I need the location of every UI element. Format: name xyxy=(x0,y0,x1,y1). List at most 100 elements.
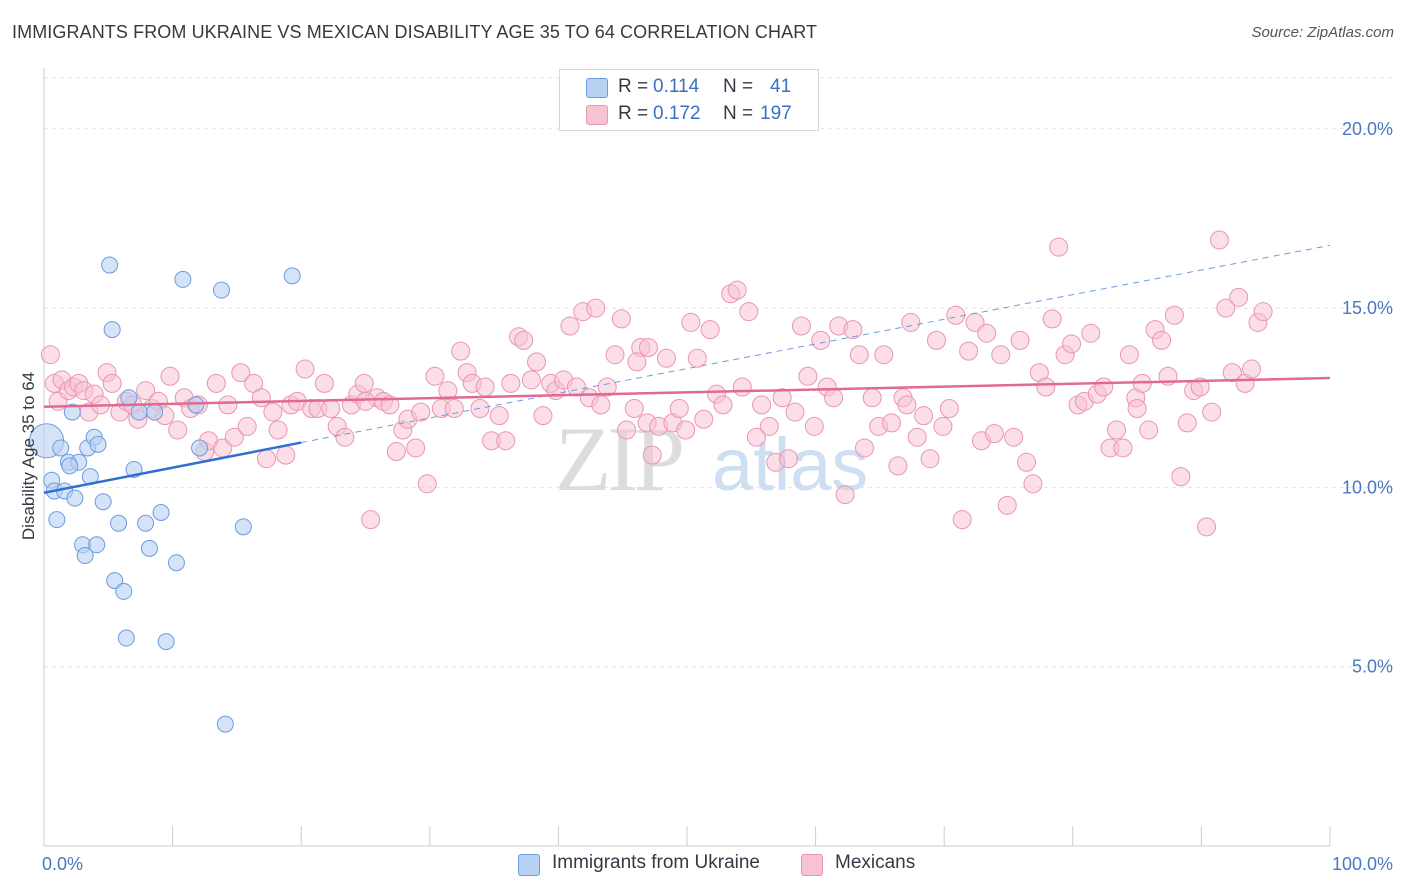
data-point-mexicans xyxy=(901,312,921,332)
data-point-mexicans xyxy=(862,388,882,408)
data-point-mexicans xyxy=(727,280,747,300)
data-point-mexicans xyxy=(984,424,1004,444)
data-point-mexicans xyxy=(417,474,437,494)
x-tick-label: 100.0% xyxy=(1332,854,1393,874)
y-tick-label: 20.0% xyxy=(1342,119,1393,139)
data-point-ukraine xyxy=(88,536,106,554)
data-point-ukraine xyxy=(216,715,234,733)
legend-n-value: 197 xyxy=(760,103,792,124)
data-point-mexicans xyxy=(501,373,521,393)
data-point-ukraine xyxy=(187,396,205,414)
data-point-mexicans xyxy=(1119,345,1139,365)
data-point-ukraine xyxy=(130,403,148,421)
data-point-ukraine xyxy=(94,493,112,511)
y-tick-label: 15.0% xyxy=(1342,298,1393,318)
data-point-mexicans xyxy=(713,395,733,415)
bottom-legend-swatch-ukraine xyxy=(518,854,540,876)
data-point-mexicans xyxy=(251,388,271,408)
legend-r-label: R = xyxy=(618,103,649,124)
data-point-mexicans xyxy=(160,366,180,386)
data-point-mexicans xyxy=(1107,420,1127,440)
data-point-mexicans xyxy=(611,309,631,329)
legend-n-label: N = xyxy=(723,76,754,97)
data-point-mexicans xyxy=(451,341,471,361)
y-tick-label: 10.0% xyxy=(1342,477,1393,497)
data-point-ukraine xyxy=(137,514,155,532)
data-point-mexicans xyxy=(527,352,547,372)
data-point-mexicans xyxy=(444,399,464,419)
data-point-mexicans xyxy=(627,352,647,372)
data-point-ukraine xyxy=(212,281,230,299)
data-point-mexicans xyxy=(136,381,156,401)
data-point-mexicans xyxy=(591,395,611,415)
data-point-mexicans xyxy=(1139,420,1159,440)
data-point-mexicans xyxy=(218,395,238,415)
data-point-ukraine xyxy=(66,489,84,507)
data-point-ukraine xyxy=(52,439,70,457)
data-point-ukraine xyxy=(283,267,301,285)
data-point-mexicans xyxy=(946,305,966,325)
data-point-mexicans xyxy=(263,402,283,422)
mexicans-points xyxy=(40,230,1273,537)
data-point-mexicans xyxy=(361,510,381,530)
data-point-mexicans xyxy=(1190,377,1210,397)
data-point-ukraine xyxy=(89,435,107,453)
data-point-mexicans xyxy=(314,373,334,393)
data-point-ukraine xyxy=(101,256,119,274)
data-point-mexicans xyxy=(888,456,908,476)
data-point-mexicans xyxy=(231,363,251,383)
data-point-ukraine xyxy=(110,514,128,532)
ukraine-points xyxy=(29,256,301,733)
data-point-mexicans xyxy=(739,302,759,322)
data-point-mexicans xyxy=(1242,359,1262,379)
data-point-mexicans xyxy=(1113,438,1133,458)
data-point-mexicans xyxy=(295,359,315,379)
data-point-mexicans xyxy=(1081,323,1101,343)
data-point-mexicans xyxy=(676,420,696,440)
data-point-mexicans xyxy=(1197,517,1217,537)
data-point-mexicans xyxy=(939,399,959,419)
data-point-mexicans xyxy=(489,406,509,426)
data-point-ukraine xyxy=(76,547,94,565)
legend-r-value: 0.172 xyxy=(653,103,701,124)
data-point-mexicans xyxy=(605,345,625,365)
data-point-mexicans xyxy=(386,442,406,462)
tick-labels: 5.0% 10.0% 15.0% 20.0% 0.0% 100.0% xyxy=(42,119,1393,874)
data-point-mexicans xyxy=(533,406,553,426)
data-point-mexicans xyxy=(475,377,495,397)
data-point-mexicans xyxy=(804,416,824,436)
data-point-mexicans xyxy=(881,413,901,433)
data-point-ukraine xyxy=(117,629,135,647)
data-point-mexicans xyxy=(1253,302,1273,322)
data-point-ukraine xyxy=(140,539,158,557)
source-label: Source: ZipAtlas.com xyxy=(1251,24,1394,41)
data-point-mexicans xyxy=(1209,230,1229,250)
data-point-ukraine xyxy=(120,389,138,407)
data-point-mexicans xyxy=(411,402,431,422)
data-point-mexicans xyxy=(438,381,458,401)
data-point-mexicans xyxy=(1036,377,1056,397)
data-point-ukraine xyxy=(157,633,175,651)
data-point-mexicans xyxy=(959,341,979,361)
data-point-mexicans xyxy=(1042,309,1062,329)
trend-lines xyxy=(43,244,1331,495)
mexicans-trend-line xyxy=(43,376,1331,408)
data-point-mexicans xyxy=(914,406,934,426)
data-point-mexicans xyxy=(237,416,257,436)
data-point-mexicans xyxy=(874,345,894,365)
data-point-mexicans xyxy=(356,391,375,411)
data-point-mexicans xyxy=(1017,452,1037,472)
legend-swatch-mexicans xyxy=(586,105,608,125)
data-point-mexicans xyxy=(1152,330,1172,350)
x-tick-label: 0.0% xyxy=(42,854,83,874)
data-point-mexicans xyxy=(168,420,188,440)
data-point-mexicans xyxy=(1094,377,1114,397)
data-point-mexicans xyxy=(560,316,580,336)
data-point-ukraine xyxy=(174,270,192,288)
data-point-mexicans xyxy=(732,377,752,397)
data-point-mexicans xyxy=(1004,427,1024,447)
data-point-mexicans xyxy=(849,345,869,365)
data-point-mexicans xyxy=(256,449,276,469)
data-point-ukraine xyxy=(115,582,133,600)
